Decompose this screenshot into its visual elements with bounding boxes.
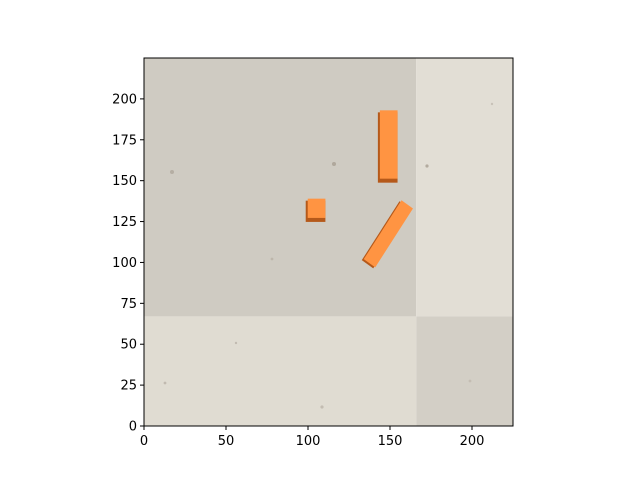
x-tick-label: 200 — [460, 434, 485, 449]
upright-block — [377, 110, 398, 183]
x-tick-label: 100 — [296, 434, 321, 449]
y-tick-label: 0 — [129, 420, 137, 435]
y-tick-label: 150 — [112, 174, 137, 189]
y-tick-label: 75 — [120, 297, 137, 312]
image-area — [144, 58, 513, 426]
y-tick-label: 100 — [112, 256, 137, 271]
tilted-block-body — [363, 200, 413, 268]
tilted-block — [361, 200, 413, 269]
y-tick-label: 125 — [112, 215, 137, 230]
y-tick-label: 25 — [120, 379, 137, 394]
y-tick-label: 200 — [112, 92, 137, 107]
square-block-body — [307, 198, 326, 218]
y-tick-label: 50 — [120, 338, 137, 353]
upright-block-body — [379, 110, 398, 179]
floor-tile-top-left — [144, 58, 417, 317]
x-tick-label: 0 — [140, 434, 148, 449]
texture-speckles — [163, 102, 494, 409]
axes-frame — [143, 57, 514, 427]
axes: 0 50 100 150 200 0 25 50 75 100 125 150 175 200 — [112, 57, 514, 449]
y-tick-label: 175 — [112, 133, 137, 148]
floor-tile-top-right — [416, 58, 513, 317]
floor-tile-bottom-left — [144, 316, 417, 426]
x-tick-label: 50 — [218, 434, 235, 449]
floor-tile-bottom-right — [416, 316, 513, 426]
square-block — [305, 198, 326, 222]
x-tick-label: 150 — [378, 434, 403, 449]
